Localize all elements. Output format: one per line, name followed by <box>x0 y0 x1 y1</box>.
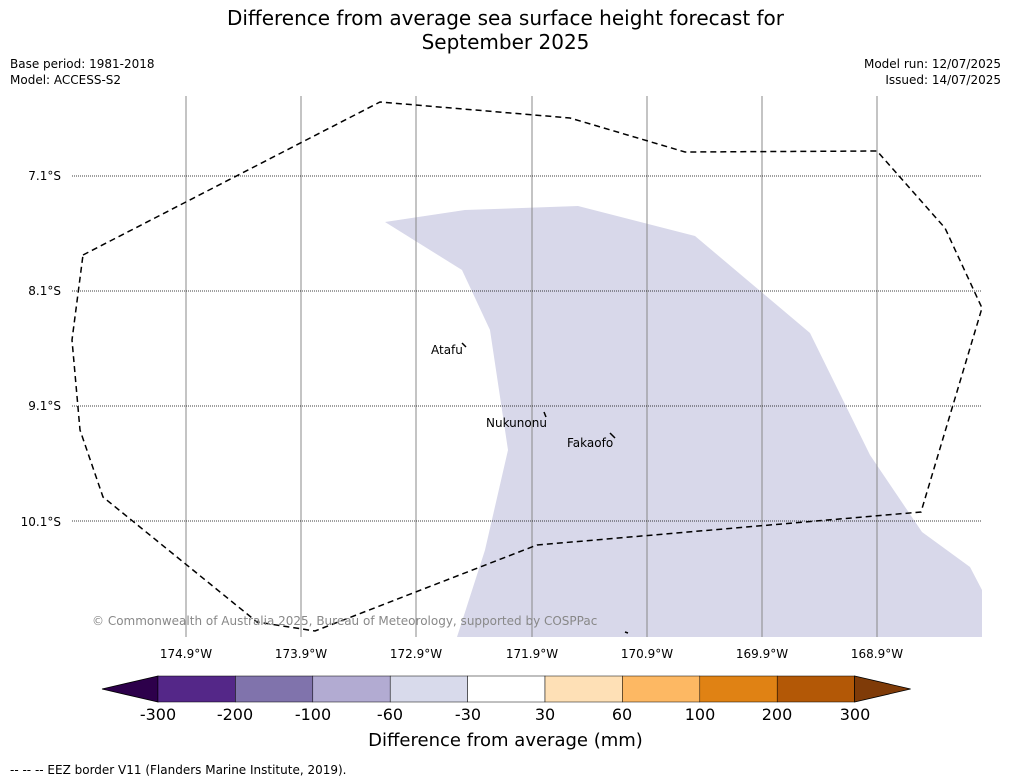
cb-tick-9: 300 <box>839 705 871 724</box>
cb-tick-0: -300 <box>139 705 177 724</box>
anomaly-region <box>385 206 982 637</box>
lon-label-5: 169.9°W <box>735 647 789 661</box>
cb-tick-7: 100 <box>684 705 716 724</box>
cb-tick-4: -30 <box>454 705 482 724</box>
atafu-island <box>461 342 467 348</box>
model-run-info: Model run: 12/07/2025 Issued: 14/07/2025 <box>864 56 1001 88</box>
lat-label-1: 8.1°S <box>28 284 61 298</box>
lat-label-2: 9.1°S <box>28 399 61 413</box>
eez-border <box>71 101 983 632</box>
lat-label-3: 10.1°S <box>20 515 61 529</box>
lon-label-0: 174.9°W <box>159 647 213 661</box>
cb-tick-1: -200 <box>216 705 254 724</box>
lat-label-0: 7.1°S <box>28 169 61 183</box>
cb-tick-6: 60 <box>611 705 633 724</box>
place-nukunonu: Nukunonu <box>486 416 547 430</box>
lon-label-4: 170.9°W <box>620 647 674 661</box>
place-atafu: Atafu <box>431 343 463 357</box>
base-period: Base period: 1981-2018 <box>10 57 155 71</box>
cb-tick-3: -60 <box>376 705 404 724</box>
nukunonu-island <box>543 411 547 418</box>
model-run-date: Model run: 12/07/2025 <box>863 57 1001 71</box>
copyright-notice: © Commonwealth of Australia 2025, Bureau… <box>92 614 598 628</box>
cb-tick-8: 200 <box>761 705 793 724</box>
base-period-info: Base period: 1981-2018 Model: ACCESS-S2 <box>10 56 155 88</box>
eez-footnote: -- -- -- EEZ border V11 (Flanders Marine… <box>10 763 347 777</box>
lon-label-1: 173.9°W <box>274 647 328 661</box>
lon-label-2: 172.9°W <box>389 647 443 661</box>
chart-title: Difference from average sea surface heig… <box>0 6 1011 54</box>
parallel-lines <box>72 175 982 522</box>
lon-label-6: 168.9°W <box>850 647 904 661</box>
title-line-1: Difference from average sea surface heig… <box>226 6 785 30</box>
place-fakaofo: Fakaofo <box>567 436 614 450</box>
cb-tick-2: -100 <box>294 705 332 724</box>
minor-island <box>624 631 629 634</box>
title-line-2: September 2025 <box>421 30 590 54</box>
fakaofo-island <box>609 432 616 439</box>
cb-tick-5: 30 <box>534 705 556 724</box>
issued-date: Issued: 14/07/2025 <box>885 73 1001 87</box>
colorbar-label: Difference from average (mm) <box>368 730 643 751</box>
model-name: Model: ACCESS-S2 <box>10 73 122 87</box>
lon-label-3: 171.9°W <box>505 647 559 661</box>
island-marks <box>461 342 629 634</box>
map-panel <box>71 96 983 637</box>
